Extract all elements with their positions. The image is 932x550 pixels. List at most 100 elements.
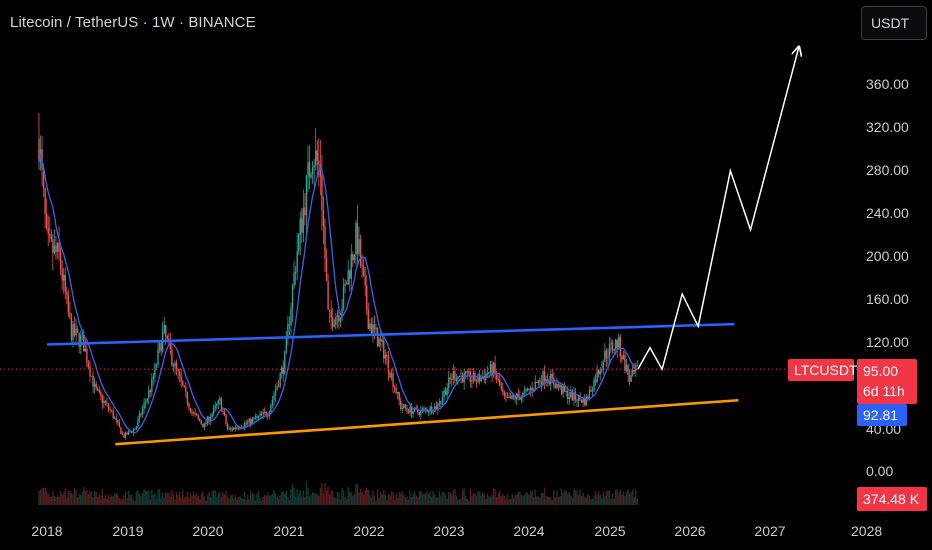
volume-bar — [254, 500, 257, 505]
candle-body — [528, 389, 530, 391]
candle-body — [359, 239, 362, 266]
resistance-trendline[interactable] — [46, 322, 735, 346]
volume-bar — [296, 488, 298, 505]
candle-body — [503, 391, 506, 396]
candle-body — [311, 167, 314, 175]
volume-bar — [438, 490, 441, 505]
volume-bar — [624, 495, 626, 505]
candle-body — [526, 389, 529, 391]
candle-body — [78, 332, 80, 347]
candle-body — [296, 251, 298, 273]
volume-bar — [584, 496, 586, 505]
volume-bar — [58, 496, 60, 505]
volume-bar — [404, 497, 407, 505]
candle-body — [474, 372, 476, 382]
candle-body — [212, 407, 215, 414]
candle-body — [325, 257, 328, 282]
candle-body — [98, 389, 100, 392]
candle-body — [352, 254, 354, 261]
volume-bar — [276, 496, 278, 505]
volume-bar — [240, 497, 243, 505]
volume-bar — [95, 492, 97, 505]
candle-body — [307, 162, 309, 176]
volume-bar — [324, 483, 326, 505]
candle-body — [281, 367, 283, 374]
volume-bar — [110, 495, 113, 505]
candle-body — [378, 338, 380, 347]
volume-bar — [410, 497, 413, 505]
candle-body — [491, 364, 493, 376]
x-tick-label: 2028 — [851, 523, 883, 539]
volume-bar — [104, 494, 107, 505]
volume-bar — [429, 491, 431, 505]
candle-body — [214, 405, 216, 408]
volume-bar — [98, 494, 100, 505]
candle-body — [596, 370, 598, 383]
volume-bar — [231, 494, 233, 505]
volume-bar — [281, 491, 283, 505]
volume-bar — [621, 494, 623, 505]
candle-body — [361, 265, 363, 267]
volume-bar — [458, 499, 461, 505]
candle-body — [441, 396, 444, 401]
volume-bar — [590, 499, 592, 505]
volume-bar — [635, 489, 637, 505]
volume-bar — [143, 489, 145, 505]
volume-bar — [392, 492, 394, 505]
volume-bar — [64, 488, 66, 505]
candle-body — [367, 309, 369, 330]
volume-bar — [158, 489, 161, 505]
candle-body — [499, 379, 501, 386]
volume-bar — [115, 493, 117, 505]
volume-bar — [460, 498, 462, 505]
volume-bar — [529, 490, 532, 505]
candle-body — [548, 380, 550, 385]
volume-bar — [587, 493, 589, 505]
candle-body — [324, 226, 326, 258]
candle-body — [135, 426, 138, 430]
volume-bar — [608, 490, 611, 505]
candle-body — [254, 417, 257, 419]
candle-body — [492, 363, 495, 376]
volume-bar — [61, 494, 63, 505]
volume-bar — [580, 496, 583, 505]
candle-body — [148, 390, 150, 399]
candle-body — [373, 324, 376, 330]
volume-bar — [169, 496, 172, 505]
volume-bar — [520, 494, 523, 505]
candle-body — [137, 419, 139, 427]
volume-bar — [217, 493, 220, 505]
volume-bar — [560, 488, 563, 505]
volume-bar — [189, 493, 192, 505]
candle-body — [251, 418, 254, 425]
candle-body — [543, 371, 546, 382]
candle-body — [563, 386, 566, 392]
volume-bar — [267, 492, 269, 505]
volume-bar — [531, 491, 533, 505]
volume-bar — [625, 492, 628, 505]
volume-bar — [618, 492, 620, 505]
volume-bar — [182, 490, 184, 505]
x-tick-label: 2023 — [433, 523, 465, 539]
volume-bar — [366, 487, 368, 505]
volume-bar — [180, 497, 182, 505]
volume-bar — [174, 499, 176, 505]
volume-bar — [209, 496, 212, 505]
volume-bar — [234, 494, 237, 505]
candle-body — [66, 291, 68, 295]
support-trendline[interactable] — [115, 398, 739, 446]
candle-body — [599, 370, 601, 375]
volume-bar — [452, 489, 455, 505]
candle-body — [243, 423, 246, 428]
volume-bar — [424, 493, 427, 505]
candle-body — [59, 251, 62, 269]
candle-body — [171, 349, 173, 365]
currency-button[interactable]: USDT — [861, 6, 927, 40]
candle-body — [619, 336, 622, 357]
candle-body — [234, 427, 237, 429]
projection-path[interactable] — [637, 48, 799, 372]
candle-body — [534, 381, 536, 390]
candle-body — [550, 374, 552, 385]
candle-body — [250, 418, 252, 425]
